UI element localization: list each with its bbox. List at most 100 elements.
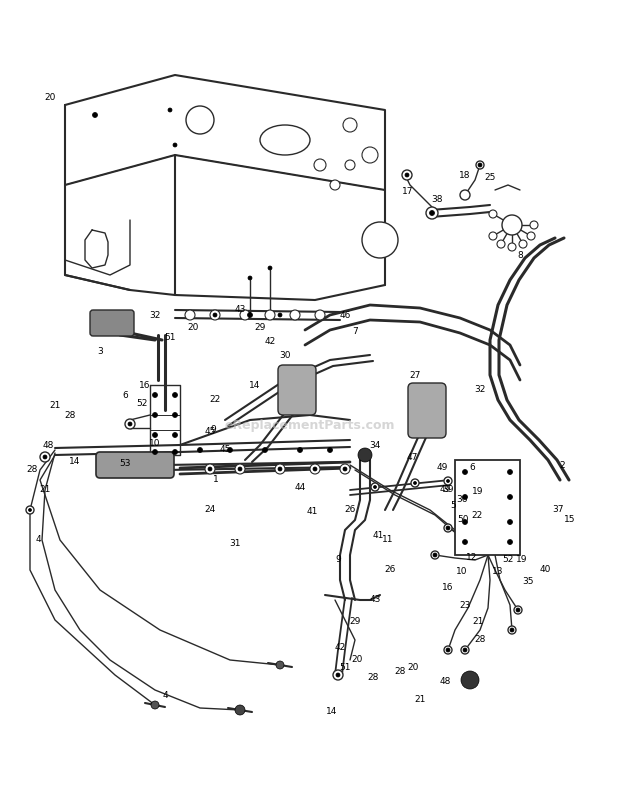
Circle shape bbox=[433, 553, 437, 557]
Circle shape bbox=[330, 180, 340, 190]
Text: eReplacementParts.com: eReplacementParts.com bbox=[224, 419, 396, 431]
Circle shape bbox=[446, 526, 450, 530]
Text: 52: 52 bbox=[502, 556, 514, 565]
Circle shape bbox=[489, 210, 497, 218]
Circle shape bbox=[402, 170, 412, 180]
Circle shape bbox=[345, 160, 355, 170]
Circle shape bbox=[508, 626, 516, 634]
Text: 20: 20 bbox=[44, 94, 56, 103]
Text: 8: 8 bbox=[517, 250, 523, 260]
Circle shape bbox=[40, 452, 50, 462]
Text: 34: 34 bbox=[370, 440, 381, 449]
Circle shape bbox=[405, 173, 409, 177]
Circle shape bbox=[343, 118, 357, 132]
Text: 29: 29 bbox=[349, 618, 361, 626]
Circle shape bbox=[463, 495, 467, 500]
Circle shape bbox=[153, 432, 157, 438]
Text: 50: 50 bbox=[458, 516, 469, 525]
Circle shape bbox=[153, 392, 157, 398]
Text: 39: 39 bbox=[442, 485, 454, 495]
Text: 32: 32 bbox=[474, 386, 485, 395]
Text: 11: 11 bbox=[383, 536, 394, 545]
Text: 4: 4 bbox=[162, 691, 168, 699]
Text: 20: 20 bbox=[407, 663, 419, 673]
Circle shape bbox=[463, 648, 467, 652]
Text: 30: 30 bbox=[279, 350, 291, 359]
Text: 7: 7 bbox=[352, 327, 358, 337]
Circle shape bbox=[373, 485, 376, 488]
Circle shape bbox=[151, 701, 159, 709]
Text: 13: 13 bbox=[492, 568, 503, 577]
Text: 49: 49 bbox=[436, 464, 448, 472]
Text: 3: 3 bbox=[97, 347, 103, 357]
Circle shape bbox=[489, 232, 497, 240]
Circle shape bbox=[508, 520, 513, 525]
Circle shape bbox=[461, 646, 469, 654]
Circle shape bbox=[502, 215, 522, 235]
Text: 48: 48 bbox=[42, 440, 54, 449]
Circle shape bbox=[519, 240, 527, 248]
Text: 6: 6 bbox=[122, 391, 128, 399]
Circle shape bbox=[275, 464, 285, 474]
Text: 10: 10 bbox=[149, 439, 161, 448]
Text: 46: 46 bbox=[339, 310, 351, 319]
Circle shape bbox=[228, 448, 232, 452]
Circle shape bbox=[43, 455, 47, 459]
Circle shape bbox=[516, 608, 520, 612]
Circle shape bbox=[29, 508, 32, 512]
Circle shape bbox=[446, 480, 450, 483]
Text: 49: 49 bbox=[440, 485, 451, 495]
Circle shape bbox=[310, 464, 320, 474]
Text: 43: 43 bbox=[370, 596, 381, 605]
Text: 20: 20 bbox=[187, 322, 198, 331]
Text: 14: 14 bbox=[249, 380, 260, 390]
Text: 42: 42 bbox=[264, 338, 276, 346]
FancyBboxPatch shape bbox=[408, 383, 446, 438]
Circle shape bbox=[414, 481, 417, 484]
Text: 22: 22 bbox=[471, 511, 482, 520]
Circle shape bbox=[371, 483, 379, 491]
Circle shape bbox=[461, 671, 479, 689]
Circle shape bbox=[278, 467, 282, 471]
Circle shape bbox=[444, 646, 452, 654]
Circle shape bbox=[125, 419, 135, 429]
Circle shape bbox=[26, 506, 34, 514]
Text: 47: 47 bbox=[406, 453, 418, 463]
Circle shape bbox=[508, 469, 513, 475]
Circle shape bbox=[463, 469, 467, 475]
Circle shape bbox=[172, 412, 177, 418]
Circle shape bbox=[463, 540, 467, 545]
Text: 2: 2 bbox=[559, 460, 565, 469]
FancyBboxPatch shape bbox=[278, 365, 316, 415]
Circle shape bbox=[276, 661, 284, 669]
Text: 21: 21 bbox=[50, 400, 61, 410]
Circle shape bbox=[262, 448, 267, 452]
Circle shape bbox=[476, 161, 484, 169]
Text: 28: 28 bbox=[26, 465, 38, 475]
Circle shape bbox=[508, 495, 513, 500]
Circle shape bbox=[430, 210, 435, 216]
Circle shape bbox=[327, 448, 332, 452]
Text: 51: 51 bbox=[164, 334, 175, 342]
Text: 29: 29 bbox=[254, 323, 266, 333]
Circle shape bbox=[210, 310, 220, 320]
Circle shape bbox=[173, 143, 177, 147]
Circle shape bbox=[460, 190, 470, 200]
Circle shape bbox=[92, 112, 97, 118]
Text: 22: 22 bbox=[210, 395, 221, 404]
Text: 24: 24 bbox=[205, 505, 216, 515]
Circle shape bbox=[426, 207, 438, 219]
Circle shape bbox=[278, 313, 282, 317]
Text: 36: 36 bbox=[456, 496, 467, 504]
Circle shape bbox=[340, 464, 350, 474]
Text: 41: 41 bbox=[306, 508, 317, 516]
Text: 28: 28 bbox=[64, 411, 76, 419]
Text: 53: 53 bbox=[119, 460, 131, 468]
Circle shape bbox=[240, 310, 250, 320]
Circle shape bbox=[247, 313, 252, 318]
Circle shape bbox=[463, 520, 467, 525]
Circle shape bbox=[431, 551, 439, 559]
Circle shape bbox=[313, 467, 317, 471]
Text: 45: 45 bbox=[205, 427, 216, 436]
Circle shape bbox=[508, 540, 513, 545]
